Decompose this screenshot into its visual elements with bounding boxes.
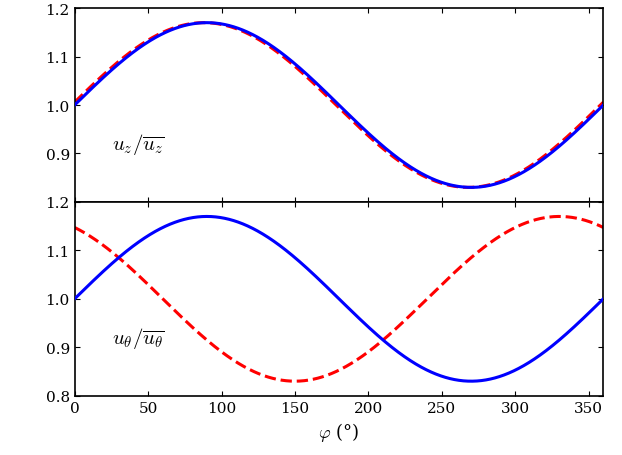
Text: $u_\theta/\overline{u_\theta}$: $u_\theta/\overline{u_\theta}$: [112, 325, 164, 350]
X-axis label: $\varphi$ (°): $\varphi$ (°): [318, 420, 360, 443]
Text: $u_z/\overline{u_z}$: $u_z/\overline{u_z}$: [112, 132, 164, 157]
